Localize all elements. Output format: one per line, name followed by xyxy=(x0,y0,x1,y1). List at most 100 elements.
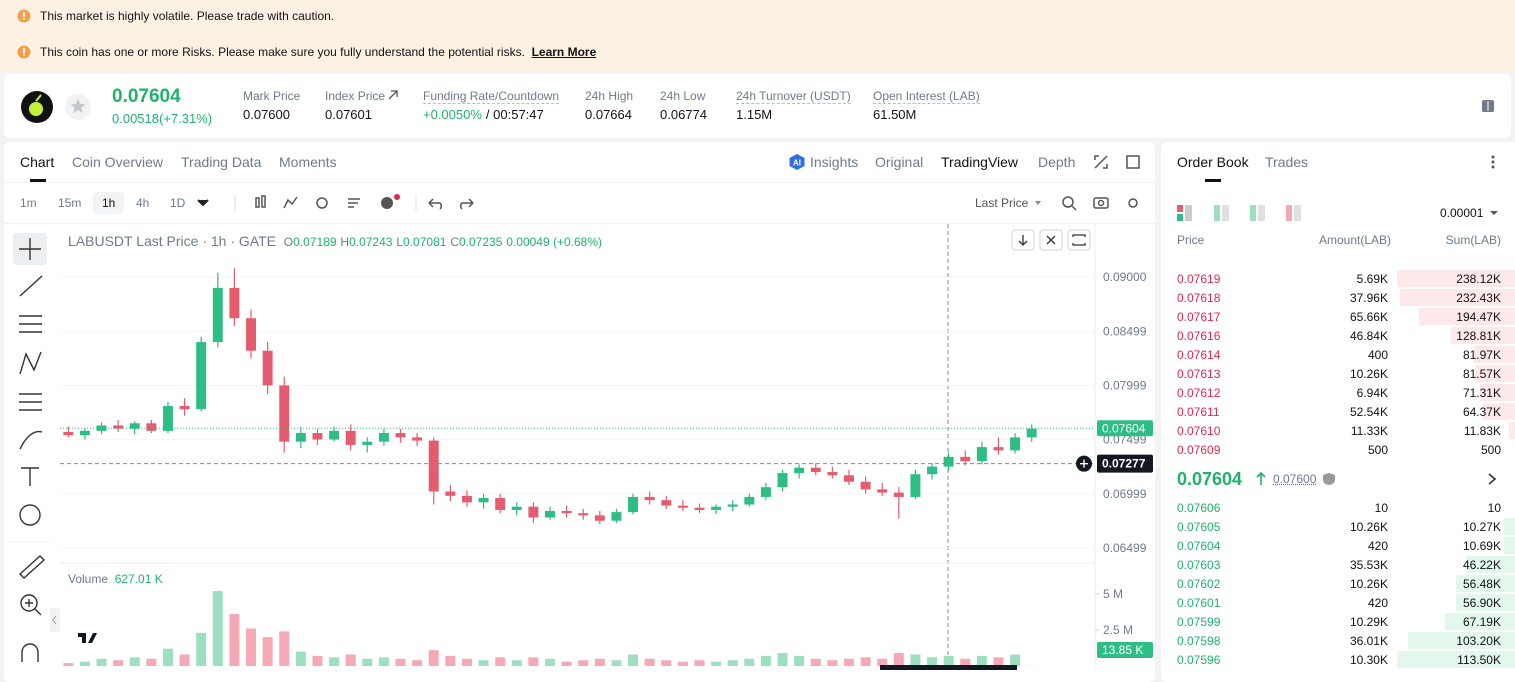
up-arrow xyxy=(1255,471,1267,487)
drawing-tools[interactable] xyxy=(4,224,60,670)
candle-body xyxy=(146,423,156,431)
stat-label: Open Interest (LAB) xyxy=(873,89,980,104)
volume-bar xyxy=(778,653,788,666)
view-tab[interactable]: Depth xyxy=(1038,154,1075,170)
book-sum: 238.12K xyxy=(1456,272,1501,286)
chart-tab[interactable]: Coin Overview xyxy=(72,154,163,170)
volume-bar xyxy=(346,654,356,666)
volume-bar xyxy=(80,662,90,666)
chart-tab[interactable]: Moments xyxy=(279,154,337,170)
candle-body xyxy=(462,496,472,502)
book-amount: 37.96K xyxy=(1350,291,1388,305)
chart-tab[interactable]: Chart xyxy=(20,154,54,170)
alert-text: This market is highly volatile. Please t… xyxy=(40,9,334,23)
volume-bar xyxy=(63,663,73,666)
chart-tab[interactable]: Trading Data xyxy=(181,154,261,170)
volume-bar xyxy=(877,659,887,666)
more-icon[interactable] xyxy=(1488,154,1498,170)
candle-body xyxy=(877,489,887,492)
book-sum: 232.43K xyxy=(1456,291,1501,305)
book-sum: 71.31K xyxy=(1463,386,1501,400)
volume-bar xyxy=(279,631,289,666)
view-tab[interactable]: TradingView xyxy=(941,154,1018,170)
volume-bar xyxy=(993,657,1003,666)
precision-caret[interactable] xyxy=(1488,208,1500,218)
price-change: 0.00518(+7.31%) xyxy=(112,111,212,126)
candle-body xyxy=(263,351,273,386)
volume-bar xyxy=(213,591,223,666)
candle-body xyxy=(246,318,256,350)
volume-bar xyxy=(728,660,738,666)
book-amount: 46.84K xyxy=(1350,329,1388,343)
candle-body xyxy=(180,406,190,409)
candle-body xyxy=(628,497,638,512)
book-amount: 10 xyxy=(1375,501,1388,515)
ohlc-key: H xyxy=(340,235,349,249)
book-price: 0.07612 xyxy=(1177,386,1220,400)
stat-label: 24h Low xyxy=(660,89,705,103)
book-sum: 10.27K xyxy=(1463,520,1501,534)
ohlc-key: O xyxy=(284,235,293,249)
stat-label: Funding Rate/Countdown xyxy=(423,89,559,104)
book-amount: 11.33K xyxy=(1351,424,1388,438)
stat-value-text: 1.15M xyxy=(736,107,772,122)
book-price: 0.07606 xyxy=(1177,501,1220,515)
candle-body xyxy=(213,288,223,342)
book-amount: 52.54K xyxy=(1350,405,1388,419)
volume-bar xyxy=(113,660,123,666)
book-tab[interactable]: Order Book xyxy=(1177,154,1249,170)
volume-bar xyxy=(611,660,621,666)
y-tick-label: 0.09000 xyxy=(1103,270,1147,284)
favorite-star[interactable] xyxy=(64,93,92,121)
countdown: / 00:57:47 xyxy=(486,107,544,122)
notes-icon[interactable] xyxy=(1480,98,1496,114)
candle-body xyxy=(312,433,322,439)
candle-body xyxy=(861,482,871,490)
volume-bar xyxy=(445,656,455,666)
volume-bar xyxy=(229,614,239,666)
volume-bar xyxy=(944,656,954,666)
view-tab[interactable]: Original xyxy=(875,154,923,170)
chevron-right[interactable] xyxy=(1486,472,1498,486)
book-amount: 6.94K xyxy=(1357,386,1388,400)
alert-icon xyxy=(17,45,31,59)
stat-value-text: 0.07664 xyxy=(585,107,632,122)
volume-bar xyxy=(827,660,837,666)
stat-value: 0.06774 xyxy=(660,107,707,122)
chart-controls[interactable] xyxy=(1011,229,1101,251)
book-sum: 128.81K xyxy=(1456,329,1501,343)
coin-logo xyxy=(20,90,54,124)
window-icon[interactable] xyxy=(1126,155,1140,169)
ai-icon: AI xyxy=(788,153,806,171)
view-tab[interactable]: Insights xyxy=(810,154,858,170)
stat-value-text: 0.07600 xyxy=(243,107,290,122)
volume-bar xyxy=(512,660,522,666)
fullscreen-icon[interactable] xyxy=(1094,155,1108,169)
book-layout-icons[interactable] xyxy=(1176,204,1306,222)
stat-value: 1.15M xyxy=(736,107,772,122)
volume-title: Volume xyxy=(68,572,108,586)
stat-label: 24h High xyxy=(585,89,633,103)
candle-body xyxy=(1027,429,1037,438)
collapse-handle[interactable] xyxy=(50,608,60,632)
book-price: 0.07619 xyxy=(1177,272,1220,286)
shield-icon xyxy=(1322,472,1336,486)
book-amount: 10.29K xyxy=(1350,615,1388,629)
volume-bar xyxy=(794,656,804,666)
book-amount: 420 xyxy=(1368,596,1388,610)
candle-body xyxy=(362,442,372,445)
external-arrow xyxy=(388,90,398,100)
volume-tick-label: 2.5 M xyxy=(1103,623,1133,637)
ohlc-value: 0.07243 xyxy=(349,235,392,249)
book-price: 0.07601 xyxy=(1177,596,1220,610)
stat-value-text: +0.0050% xyxy=(423,107,482,122)
book-amount: 65.66K xyxy=(1350,310,1388,324)
book-price: 0.07618 xyxy=(1177,291,1220,305)
change-legend: 0.00049 (+0.68%) xyxy=(506,235,602,249)
volume-bar xyxy=(246,628,256,666)
book-tab[interactable]: Trades xyxy=(1265,154,1308,170)
learn-more-link[interactable]: Learn More xyxy=(532,45,597,59)
precision[interactable]: 0.00001 xyxy=(1440,206,1483,220)
candle-body xyxy=(346,431,356,445)
candle-body xyxy=(910,474,920,497)
